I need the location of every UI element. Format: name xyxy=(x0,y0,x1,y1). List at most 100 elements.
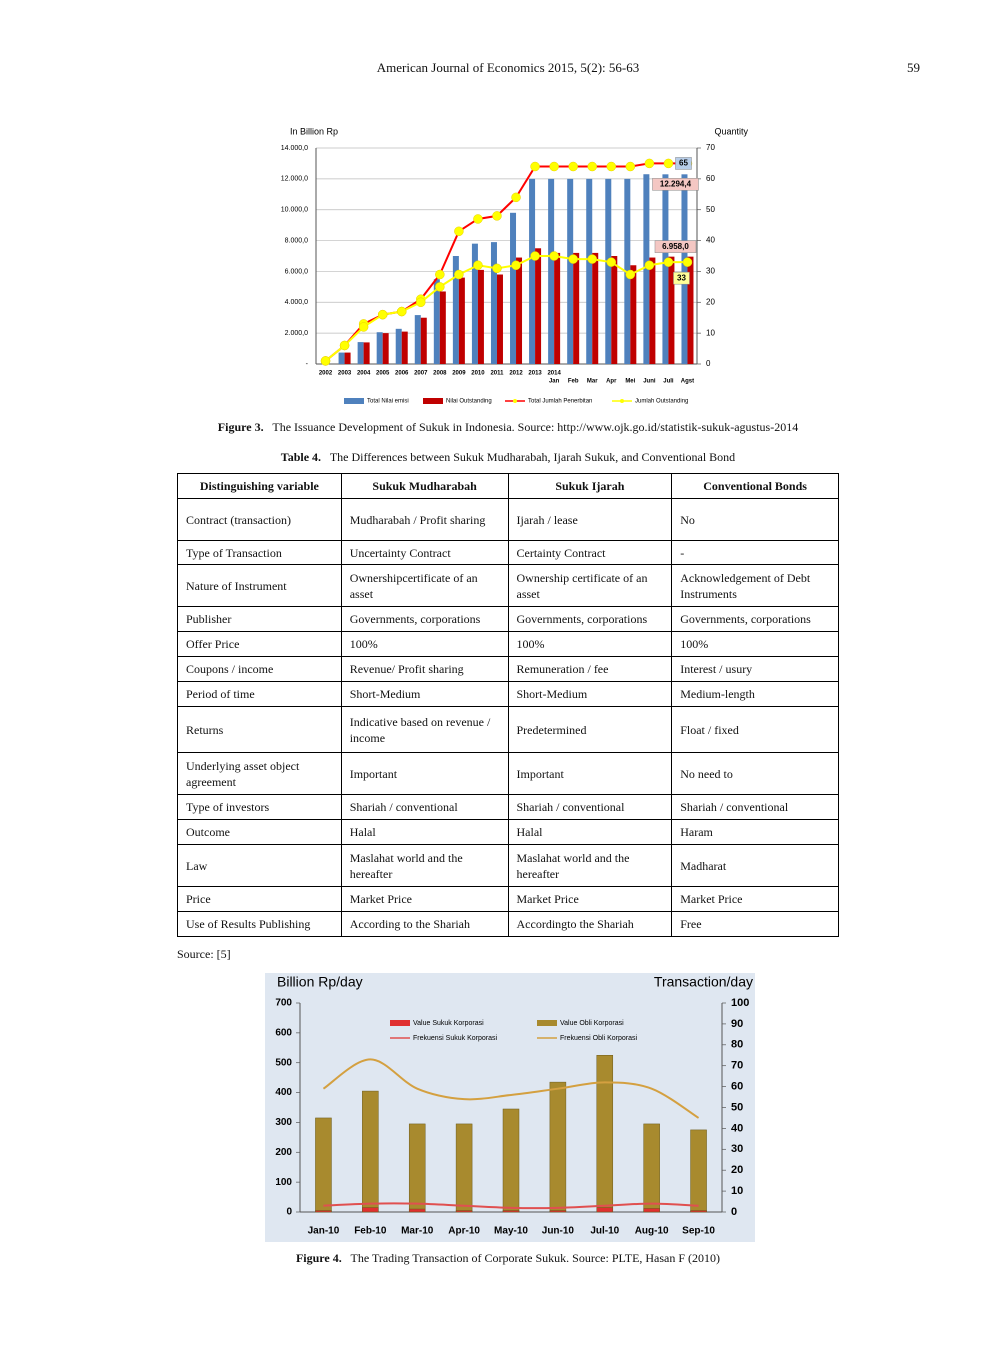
legend-label: Frekuensi Obli Korporasi xyxy=(560,1035,637,1042)
x-tick-label: 2008 xyxy=(433,371,447,377)
table-cell: Governments, corporations xyxy=(671,606,839,632)
table-cell: 100% xyxy=(671,631,839,657)
x-tick-label: Apr-10 xyxy=(448,1226,480,1237)
table-cell: Type of investors xyxy=(177,794,342,820)
legend-label: Nilai Outstanding xyxy=(446,399,492,405)
x-tick-label: Jan xyxy=(549,379,560,385)
table-cell: Shariah / conventional xyxy=(340,794,509,820)
table-cell: Nature of Instrument xyxy=(177,564,342,607)
table-row: Coupons / income Revenue/ Profit sharing R… xyxy=(177,656,839,682)
header-cell: Distinguishing variable xyxy=(177,473,342,499)
table-cell: Ownership certificate of an asset xyxy=(507,564,673,607)
value-label: 65 xyxy=(679,159,688,168)
legend-label: Total Jumlah Penerbitan xyxy=(528,399,592,405)
table-cell: Uncertainty Contract xyxy=(340,540,509,565)
point xyxy=(416,297,426,308)
bar xyxy=(458,277,465,364)
y-tick-label: 8.000,0 xyxy=(285,237,308,244)
value-label-box xyxy=(654,240,697,253)
legend-label: Value Sukuk Korporasi xyxy=(413,1020,484,1027)
table-cell: According to the Shariah xyxy=(340,911,509,937)
table-row: Contract (transaction) Mudharabah / Profi… xyxy=(177,498,839,541)
y2-tick-label: 50 xyxy=(706,205,715,214)
table-cell: - xyxy=(671,540,839,565)
point xyxy=(473,260,483,271)
comparison-table: Distinguishing variable Sukuk Mudharabah S… xyxy=(177,473,839,937)
table-row: Period of time Short-Medium Short-Medium Me… xyxy=(177,681,839,707)
point xyxy=(454,269,464,280)
y-tick-label: - xyxy=(306,361,309,368)
caption-label: Figure 4. xyxy=(295,1251,342,1265)
y2-tick-label: 100 xyxy=(731,997,749,1009)
bar xyxy=(554,252,561,364)
table-source: Source: [5] xyxy=(177,947,231,961)
bar xyxy=(315,1117,332,1213)
y-tick-label: 2.000,0 xyxy=(285,330,308,337)
table-cell: Medium-length xyxy=(671,681,839,707)
point xyxy=(492,263,502,274)
table-cell: Underlying asset object agreement xyxy=(177,752,342,795)
bar xyxy=(382,333,389,364)
table-caption: Table 4. The Differences between Sukuk M… xyxy=(0,450,992,465)
table-cell: Important xyxy=(340,752,509,795)
point xyxy=(454,226,464,237)
table-cell: Ijarah / lease xyxy=(507,498,673,541)
table-cell: Publisher xyxy=(177,606,342,632)
table-row: Nature of Instrument Ownershipcertificate… xyxy=(177,564,839,607)
bar xyxy=(690,1129,707,1213)
y2-tick-label: 0 xyxy=(731,1206,737,1218)
table-row: Publisher Governments, corporations Govern… xyxy=(177,606,839,632)
point xyxy=(625,269,636,280)
x-tick-label: 2010 xyxy=(471,371,485,377)
table-cell: Returns xyxy=(177,706,342,753)
bar xyxy=(433,279,440,364)
bar xyxy=(502,1210,520,1213)
figure-4-chart: Billion Rp/day Transaction/day01002003004… xyxy=(265,973,755,1242)
point xyxy=(511,260,521,271)
table-cell: Market Price xyxy=(671,886,839,912)
y-tick-label: 12.000,0 xyxy=(281,176,308,183)
x-tick-label: 2013 xyxy=(528,371,542,377)
point xyxy=(606,161,617,172)
bar xyxy=(643,1208,660,1213)
x-tick-label: 2006 xyxy=(395,371,409,377)
table-row: Outcome Halal Halal Haram xyxy=(177,819,839,845)
table-cell: Governments, corporations xyxy=(507,606,673,632)
bar xyxy=(643,1123,660,1213)
x-tick-label: Juli xyxy=(663,379,674,385)
y2-tick-label: 10 xyxy=(731,1185,743,1197)
bar xyxy=(573,252,580,364)
table-cell: Market Price xyxy=(507,886,673,912)
y-tick-label: 10.000,0 xyxy=(281,207,308,214)
bar xyxy=(548,178,555,364)
bar xyxy=(596,1207,614,1213)
point xyxy=(663,158,674,169)
figure-caption: Figure 3. The Issuance Development of Su… xyxy=(0,420,992,435)
bar xyxy=(586,178,593,364)
point xyxy=(530,161,540,172)
point xyxy=(549,251,559,261)
point xyxy=(587,254,597,264)
table-cell: Offer Price xyxy=(177,631,342,657)
legend-swatch xyxy=(390,1020,410,1026)
bar xyxy=(408,1123,426,1213)
table-row: Offer Price 100% 100% 100% xyxy=(177,631,839,657)
bar xyxy=(516,257,523,364)
point xyxy=(320,356,331,366)
y2-tick-label: 30 xyxy=(706,267,715,276)
bar xyxy=(408,1208,426,1213)
table-cell: Coupons / income xyxy=(177,656,342,682)
x-tick-label: Feb xyxy=(568,379,579,385)
table-cell: Shariah / conventional xyxy=(671,794,839,820)
bar xyxy=(414,315,421,364)
table-cell: Predetermined xyxy=(507,706,673,753)
x-tick-label: Apr xyxy=(606,379,617,385)
table-cell: Type of Transaction xyxy=(177,540,342,565)
table-cell: Period of time xyxy=(177,681,342,707)
x-tick-label: Jul-10 xyxy=(590,1226,619,1237)
legend-label: Frekuensi Sukuk Korporasi xyxy=(413,1035,497,1042)
x-tick-label: 2003 xyxy=(338,371,352,377)
table-cell: No need to xyxy=(671,752,839,795)
y-tick-label: 300 xyxy=(275,1117,292,1128)
point xyxy=(339,340,350,351)
